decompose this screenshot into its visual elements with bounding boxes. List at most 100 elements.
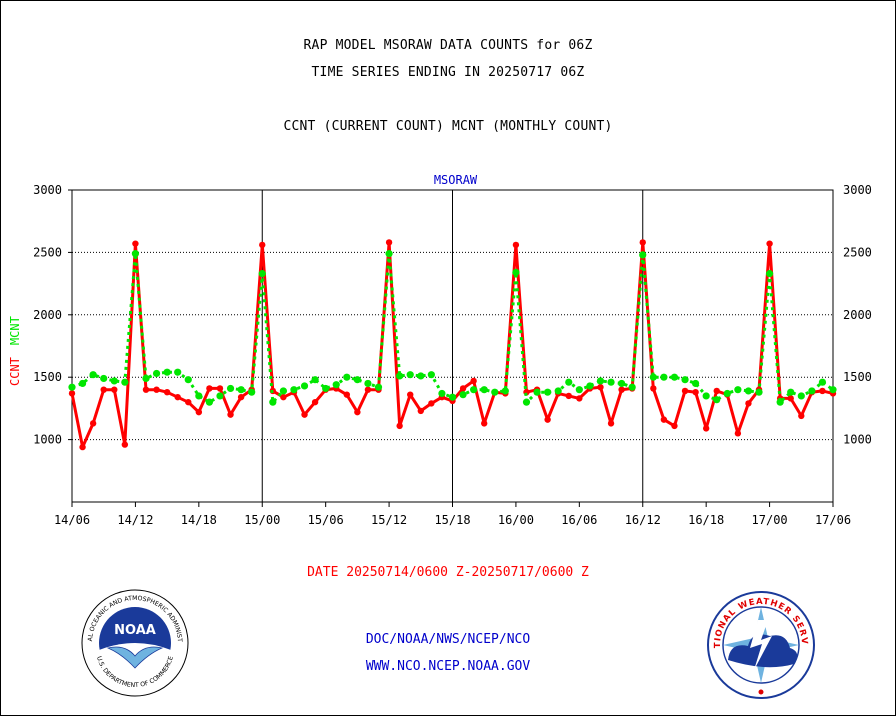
point-mcnt	[575, 386, 583, 394]
x-tick-label: 15/00	[244, 513, 280, 527]
point-ccnt	[681, 387, 689, 395]
point-ccnt	[216, 385, 224, 392]
point-ccnt	[459, 385, 467, 392]
point-mcnt	[702, 392, 710, 400]
point-ccnt	[618, 386, 625, 393]
point-ccnt	[153, 386, 160, 393]
point-mcnt	[734, 386, 742, 394]
point-mcnt	[670, 373, 679, 381]
point-mcnt	[776, 398, 784, 406]
point-mcnt	[142, 374, 150, 383]
x-tick-label: 16/00	[498, 513, 534, 527]
point-ccnt	[639, 239, 646, 246]
point-mcnt	[68, 383, 76, 391]
y-tick-label-left: 2500	[33, 245, 62, 259]
point-mcnt	[533, 388, 541, 396]
point-ccnt	[470, 377, 477, 385]
point-ccnt	[79, 443, 86, 451]
point-mcnt	[586, 382, 594, 390]
title-line-2: TIME SERIES ENDING IN 20250717 06Z	[311, 65, 585, 80]
point-mcnt	[713, 396, 721, 404]
point-mcnt	[300, 382, 309, 390]
point-mcnt	[89, 371, 97, 379]
x-tick-label: 15/06	[308, 513, 344, 527]
point-mcnt	[459, 391, 467, 399]
point-ccnt	[100, 386, 107, 393]
title-line-1: RAP MODEL MSORAW DATA COUNTS for 06Z	[303, 38, 593, 53]
point-mcnt	[332, 381, 340, 389]
point-mcnt	[787, 388, 795, 396]
x-tick-label: 14/12	[117, 513, 153, 527]
point-mcnt	[110, 377, 118, 385]
point-mcnt	[131, 250, 140, 258]
point-mcnt	[427, 371, 435, 379]
point-mcnt	[237, 386, 245, 394]
url-link[interactable]: WWW.NCO.NCEP.NOAA.GOV	[365, 659, 531, 674]
point-mcnt	[322, 384, 330, 393]
point-mcnt	[681, 376, 689, 384]
point-ccnt	[512, 241, 520, 249]
point-mcnt	[522, 398, 531, 406]
org-label: DOC/NOAA/NWS/NCEP/NCO	[365, 632, 531, 647]
point-mcnt	[353, 376, 361, 384]
point-ccnt	[259, 241, 266, 249]
date-range-label: DATE 20250714/0600 Z-20250717/0600 Z	[307, 565, 589, 580]
y-tick-label-right: 1500	[843, 370, 872, 384]
point-mcnt	[290, 386, 298, 394]
y-tick-label-left: 1000	[33, 433, 62, 447]
point-mcnt	[596, 377, 605, 385]
point-mcnt	[279, 387, 287, 395]
x-tick-label: 14/18	[181, 513, 217, 527]
point-ccnt	[111, 386, 118, 393]
point-ccnt	[417, 407, 424, 415]
x-tick-label: 17/06	[815, 513, 851, 527]
point-ccnt	[734, 430, 742, 437]
point-ccnt	[787, 395, 794, 402]
point-mcnt	[406, 371, 414, 379]
point-mcnt	[649, 373, 657, 381]
point-ccnt	[702, 425, 710, 432]
y-axis-label-mcnt: MCNT	[8, 316, 22, 345]
point-mcnt	[195, 392, 203, 400]
point-ccnt	[660, 416, 668, 423]
point-ccnt	[68, 390, 76, 397]
point-ccnt	[174, 393, 181, 401]
point-ccnt	[354, 408, 361, 416]
point-ccnt	[385, 239, 393, 246]
x-tick-label: 14/06	[54, 513, 90, 527]
point-mcnt	[374, 383, 383, 391]
x-tick-label: 16/06	[561, 513, 597, 527]
point-ccnt	[185, 398, 192, 406]
noaa-logo: NOAA NATIONAL OCEANIC AND ATMOSPHERIC AD…	[80, 588, 189, 697]
point-mcnt	[396, 372, 404, 380]
point-mcnt	[607, 378, 615, 386]
point-ccnt	[396, 422, 403, 430]
point-ccnt	[301, 411, 308, 418]
point-ccnt	[576, 395, 583, 402]
x-tick-label: 15/12	[371, 513, 407, 527]
point-ccnt	[692, 388, 699, 396]
point-mcnt	[100, 374, 108, 383]
point-ccnt	[343, 391, 351, 398]
point-mcnt	[565, 378, 573, 386]
point-ccnt	[364, 386, 372, 393]
point-mcnt	[438, 389, 446, 398]
y-axis-label-ccnt: CCNT	[8, 357, 22, 386]
point-mcnt	[765, 270, 774, 278]
point-mcnt	[385, 250, 393, 258]
point-ccnt	[163, 388, 171, 396]
point-ccnt	[671, 422, 678, 430]
point-mcnt	[152, 369, 161, 378]
y-tick-label-right: 2000	[843, 308, 872, 322]
point-ccnt	[428, 400, 435, 407]
point-mcnt	[121, 378, 129, 386]
chart-title: MSORAW	[434, 173, 478, 187]
nws-logo: NATIONAL WEATHER SERVICE	[706, 590, 815, 699]
point-mcnt	[818, 378, 827, 386]
point-mcnt	[554, 387, 562, 395]
y-tick-label-left: 1500	[33, 370, 62, 384]
point-ccnt	[565, 392, 572, 400]
point-ccnt	[237, 393, 245, 401]
point-mcnt	[174, 368, 182, 376]
